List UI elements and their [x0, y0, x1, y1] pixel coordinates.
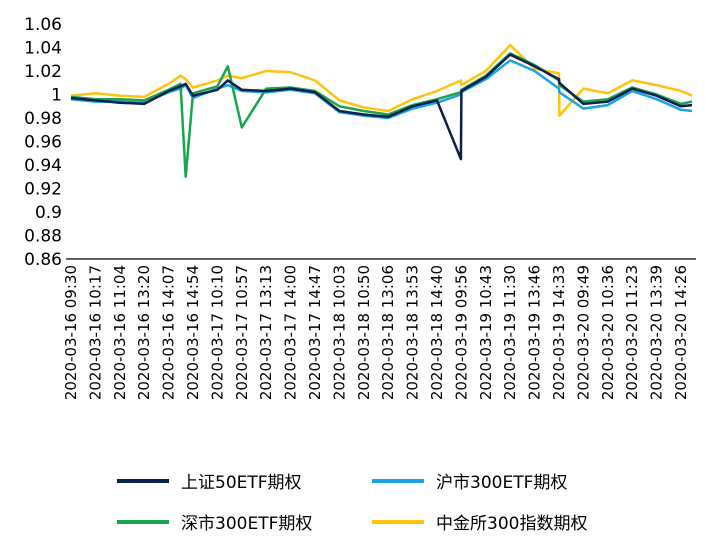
x-tick-label: 2020-03-18 14:40: [428, 265, 446, 400]
x-tick-label: 2020-03-19 10:43: [477, 265, 495, 400]
y-tick-label: 0.94: [24, 156, 62, 176]
x-tick-label: 2020-03-16 14:54: [184, 265, 202, 400]
x-tick-label: 2020-03-20 11:23: [623, 265, 641, 400]
x-tick-label: 2020-03-16 09:30: [62, 265, 80, 400]
x-tick-label: 2020-03-17 10:57: [233, 265, 251, 400]
x-tick-label: 2020-03-19 11:30: [501, 265, 519, 400]
x-tick-label: 2020-03-16 14:07: [160, 265, 178, 400]
x-tick-label: 2020-03-19 13:46: [526, 265, 544, 400]
x-tick-label: 2020-03-17 14:00: [282, 265, 300, 400]
x-tick-label: 2020-03-19 14:33: [550, 265, 568, 400]
y-tick-label: 0.96: [24, 133, 62, 153]
x-tick-label: 2020-03-18 13:06: [379, 265, 397, 400]
x-tick-label: 2020-03-18 10:50: [355, 265, 373, 400]
x-tick-label: 2020-03-17 13:13: [257, 265, 275, 400]
y-tick-label: 0.88: [24, 227, 62, 247]
x-tick-label: 2020-03-20 13:39: [648, 265, 666, 400]
x-tick-label: 2020-03-16 13:20: [135, 265, 153, 400]
y-tick-label: 0.86: [24, 250, 62, 270]
x-tick-label: 2020-03-17 10:10: [208, 265, 226, 400]
y-tick-label: 1.06: [24, 15, 62, 35]
series-line-3: [70, 43, 693, 117]
series-lines: [70, 43, 693, 178]
x-tick-label: 2020-03-18 13:53: [404, 265, 422, 400]
y-tick-label: 1.04: [24, 39, 62, 59]
y-tick-label: 0.98: [24, 109, 62, 129]
x-tick-label: 2020-03-20 10:36: [599, 265, 617, 400]
x-tick-label: 2020-03-18 10:03: [330, 265, 348, 400]
x-tick-label: 2020-03-20 09:49: [574, 265, 592, 400]
y-tick-label: 1.02: [24, 62, 62, 82]
x-axis-ticks: 2020-03-16 09:30 2020-03-16 10:17 2020-03-…: [62, 265, 690, 400]
y-tick-label: 1: [51, 86, 62, 106]
series-line-0: [70, 53, 693, 161]
x-tick-label: 2020-03-20 14:26: [672, 265, 690, 400]
y-tick-label: 0.9: [35, 203, 62, 223]
x-tick-label: 2020-03-17 14:47: [306, 265, 324, 400]
x-tick-label: 2020-03-19 09:56: [452, 265, 470, 400]
x-tick-label: 2020-03-16 10:17: [86, 265, 104, 400]
y-tick-label: 0.92: [24, 180, 62, 200]
y-axis-ticks: 1.06 1.04 1.02 1 0.98 0.96 0.94 0.92 0.9 0.88 0.86: [24, 15, 62, 270]
x-tick-label: 2020-03-16 11:04: [111, 265, 129, 400]
